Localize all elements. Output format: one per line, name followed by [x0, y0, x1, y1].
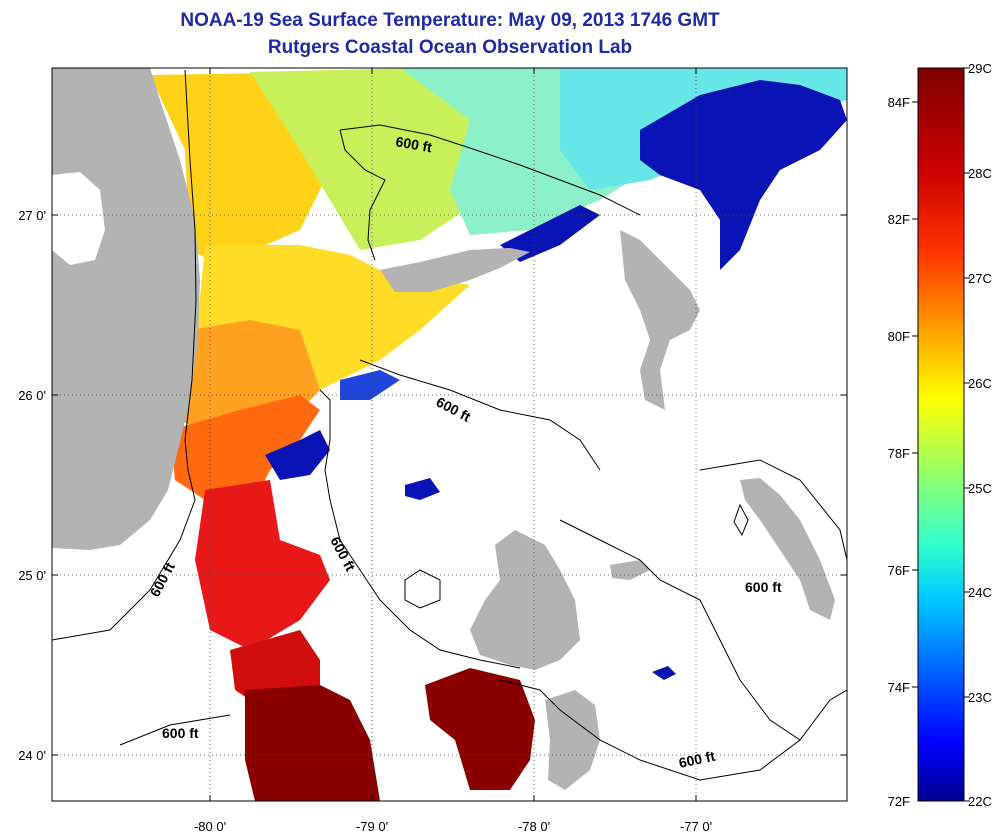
colorbar: 29C 28C 27C 26C 25C 24C 23C 22C 84F 82F …: [888, 61, 992, 809]
lat-label-27: 27 0': [18, 208, 46, 223]
cbar-f-82: 82F: [888, 212, 910, 227]
eleuthera: [740, 478, 835, 620]
cbar-f-72: 72F: [888, 794, 910, 809]
sst-patch-cold-ne: [640, 80, 847, 270]
lat-label-25: 25 0': [18, 568, 46, 583]
andros-south: [545, 690, 600, 790]
cbar-c-23: 23C: [968, 690, 992, 705]
sst-patch-sw-darkred: [245, 685, 380, 801]
sst-patch-south-orange: [170, 395, 320, 510]
cbar-c-22: 22C: [968, 794, 992, 809]
sst-patch-cold-mid: [265, 430, 330, 480]
cbar-c-25: 25C: [968, 481, 992, 496]
map-frame: [51, 67, 848, 802]
cbar-f-76: 76F: [888, 563, 910, 578]
map-subtitle: Rutgers Coastal Ocean Observation Lab: [267, 37, 633, 58]
sst-patch-south-red: [195, 480, 330, 650]
lat-label-26: 26 0': [18, 388, 46, 403]
sst-patch-cold-mid2: [340, 370, 400, 400]
isobath-600ft: [52, 69, 847, 781]
cbar-c-26: 26C: [968, 376, 992, 391]
cbar-f-84: 84F: [888, 95, 910, 110]
cbar-f-74: 74F: [888, 680, 910, 695]
cbar-f-80: 80F: [888, 329, 910, 344]
lon-label-80: -80 0': [194, 819, 226, 834]
sst-patch-keys-red: [230, 630, 320, 700]
grand-bahama: [380, 248, 530, 292]
map-title: NOAA-19 Sea Surface Temperature: May 09,…: [180, 10, 720, 31]
cbar-c-29: 29C: [968, 61, 992, 76]
andros-island: [470, 530, 580, 670]
sst-patch-cold-ne2: [500, 205, 600, 262]
sst-patch-cold-small: [405, 478, 440, 500]
land-layer: [52, 68, 835, 790]
colorbar-gradient: [917, 67, 965, 802]
lon-label-79: -79 0': [356, 819, 388, 834]
graticule: [52, 68, 847, 801]
lon-label-78: -78 0': [518, 819, 550, 834]
lon-label-77: -77 0': [680, 819, 712, 834]
sst-patch-north-green: [250, 68, 500, 250]
cbar-c-24: 24C: [968, 585, 992, 600]
contour-label-se: 600 ft: [677, 748, 716, 771]
sst-patch-se-darkred: [425, 668, 535, 790]
contour-label-sw: 600 ft: [162, 725, 199, 741]
contour-label-n: 600 ft: [394, 133, 433, 155]
sst-patch-cold-small2: [652, 666, 676, 680]
axis-ticks: [52, 68, 847, 801]
contour-label-e: 600 ft: [745, 579, 782, 595]
cbar-c-27: 27C: [968, 271, 992, 286]
lat-label-24: 24 0': [18, 748, 46, 763]
cbar-f-78: 78F: [888, 446, 910, 461]
cbar-c-28: 28C: [968, 166, 992, 181]
florida-lake: [52, 172, 105, 265]
abaco-island: [620, 230, 700, 410]
